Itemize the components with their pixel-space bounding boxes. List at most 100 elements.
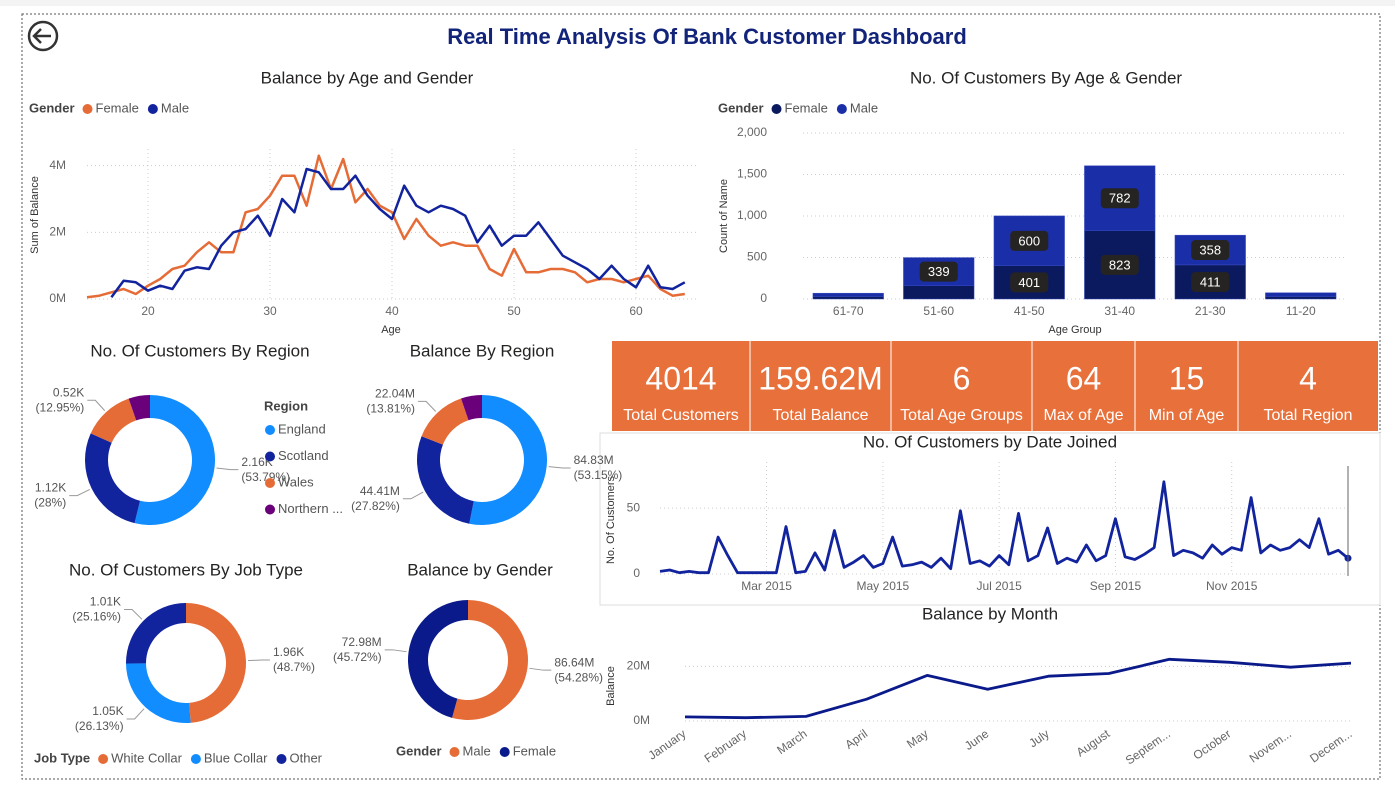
data-label-bg	[1010, 230, 1049, 251]
series-line	[86, 154, 685, 299]
y-tick-label: 500	[747, 250, 767, 264]
x-tick-label: 50	[507, 304, 521, 318]
leader-line	[529, 667, 552, 671]
data-label-percent: (54.28%)	[554, 670, 603, 684]
data-label: 600	[1018, 233, 1040, 248]
date-panel	[599, 432, 1381, 606]
y-tick-label: 0	[633, 566, 640, 580]
data-label: 1.96K	[273, 645, 304, 659]
kpi-label: Total Age Groups	[900, 407, 1023, 424]
x-tick-label: Novem...	[1247, 727, 1294, 766]
legend-marker	[265, 478, 275, 488]
x-tick-label: Sep 2015	[1090, 579, 1142, 593]
back-arrow	[32, 28, 51, 44]
chart-title: Balance by Month	[922, 604, 1058, 623]
y-axis-label: No. Of Customers	[605, 475, 617, 564]
y-axis-label: Count of Name	[718, 179, 730, 253]
legend-marker	[449, 747, 460, 757]
leader-line	[87, 399, 106, 411]
bar-segment	[1265, 296, 1337, 300]
y-tick-label: 1,500	[737, 167, 767, 181]
data-label-bg	[1191, 271, 1230, 292]
leader-line	[418, 400, 437, 412]
leader-line	[247, 659, 270, 662]
legend-marker	[98, 754, 109, 764]
data-label-percent: (48.7%)	[273, 660, 315, 674]
data-label: 1.12K	[35, 481, 66, 495]
legend-label: Male	[161, 100, 189, 115]
legend-title: Region	[264, 398, 308, 413]
data-label-percent: (26.13%)	[75, 719, 124, 733]
back-circle	[27, 20, 59, 52]
kpi-label: Total Balance	[772, 407, 868, 424]
legend-label: Other	[290, 750, 323, 765]
x-tick-label: 31-40	[1104, 304, 1135, 318]
legend-label: Male	[850, 100, 878, 115]
donut-slice	[126, 663, 191, 723]
legend-label: Wales	[278, 474, 314, 489]
data-label-percent: (45.72%)	[333, 650, 382, 664]
data-label: 72.98M	[342, 635, 382, 649]
x-axis-label: Age	[381, 324, 401, 336]
x-tick-label: March	[774, 727, 809, 758]
bar-segment	[1265, 292, 1337, 297]
chart-title: No. Of Customers By Job Type	[69, 560, 303, 579]
kpi-value: 4	[1299, 360, 1317, 396]
series-line	[684, 657, 1352, 720]
legend-marker	[147, 104, 158, 114]
data-label: 782	[1109, 191, 1131, 206]
legend-marker	[265, 504, 275, 515]
series-line	[659, 480, 1349, 575]
x-tick-label: April	[842, 727, 870, 752]
leader-line	[548, 466, 571, 469]
legend-title: Job Type	[34, 750, 90, 765]
kpi-value: 64	[1066, 360, 1102, 396]
kpi-value: 15	[1169, 360, 1205, 396]
data-label-bg	[1100, 188, 1139, 209]
chart-title: No. Of Customers By Age & Gender	[910, 68, 1182, 87]
donut-slice	[186, 603, 247, 723]
legend-marker	[190, 754, 201, 764]
data-label-bg	[919, 261, 958, 282]
y-tick-label: 1,000	[737, 208, 767, 222]
kpi-value: 159.62M	[758, 360, 883, 396]
legend-marker	[265, 425, 275, 435]
x-tick-label: June	[962, 726, 992, 753]
donut-slice	[126, 603, 186, 664]
frame	[21, 13, 1381, 780]
series-line	[110, 167, 686, 299]
x-tick-label: Jul 2015	[976, 579, 1022, 593]
y-tick-label: 4M	[49, 158, 66, 172]
data-label: 823	[1109, 257, 1131, 272]
legend-label: Male	[463, 743, 491, 758]
leader-line	[402, 491, 424, 500]
legend-label: Female	[785, 100, 828, 115]
chart-title: No. Of Customers By Region	[90, 341, 309, 360]
legend-label: Northern ...	[278, 501, 343, 516]
donut-slice	[408, 600, 468, 718]
kpi-label: Min of Age	[1149, 407, 1225, 424]
back-button[interactable]	[27, 20, 59, 52]
data-label-percent: (53.79%)	[241, 470, 290, 484]
bar-segment	[903, 285, 975, 300]
bar-segment	[812, 296, 884, 300]
data-label: 44.41M	[360, 484, 400, 498]
data-label: 2.16K	[241, 455, 272, 469]
donut-slice	[128, 395, 150, 421]
bar-segment	[812, 292, 884, 297]
data-label: 411	[1200, 274, 1221, 289]
x-tick-label: February	[702, 727, 749, 766]
y-tick-label: 0M	[633, 713, 650, 727]
legend-label: Scotland	[278, 448, 329, 463]
donut-slice	[461, 395, 482, 421]
donut-slice	[469, 395, 547, 525]
data-label-percent: (28%)	[34, 496, 66, 510]
data-label: 84.83M	[574, 453, 614, 467]
y-tick-label: 50	[627, 500, 641, 514]
x-tick-label: Mar 2015	[741, 579, 792, 593]
data-label-percent: (12.95%)	[36, 400, 85, 414]
kpi-band	[612, 341, 1378, 431]
y-tick-label: 0	[760, 291, 767, 305]
kpi-value: 4014	[645, 360, 716, 396]
x-tick-label: August	[1074, 726, 1113, 759]
